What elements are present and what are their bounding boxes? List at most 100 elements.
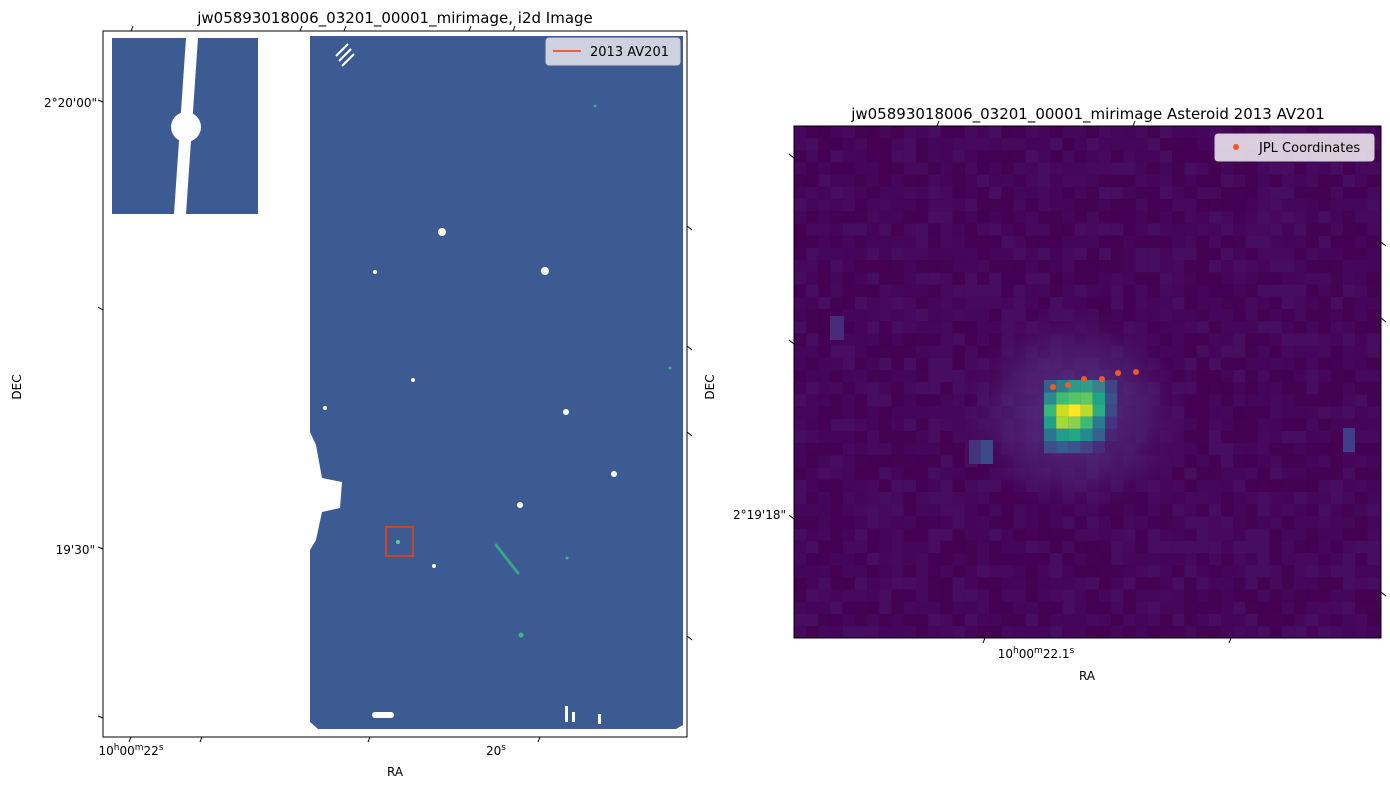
heatmap-pixel (842, 223, 855, 236)
heatmap-pixel (1135, 223, 1148, 236)
heatmap-pixel (1221, 418, 1234, 431)
heatmap-pixel (1123, 260, 1136, 273)
heatmap-pixel (830, 248, 843, 261)
heatmap-pixel (830, 565, 843, 578)
heatmap-pixel (1282, 382, 1295, 395)
heatmap-pixel (1282, 601, 1295, 614)
heatmap-pixel (1306, 565, 1319, 578)
heatmap-pixel (806, 309, 819, 322)
heatmap-pixel (806, 516, 819, 529)
heatmap-pixel (1306, 614, 1319, 627)
heatmap-pixel (977, 272, 990, 285)
heatmap-pixel (818, 614, 831, 627)
heatmap-pixel (1062, 528, 1075, 541)
heatmap-pixel (1306, 553, 1319, 566)
heatmap-pixel (1330, 211, 1343, 224)
heatmap-pixel (818, 260, 831, 273)
heatmap-pixel (1013, 577, 1026, 590)
heatmap-pixel (1367, 614, 1380, 627)
heatmap-pixel (1294, 431, 1307, 444)
heatmap-pixel (1135, 589, 1148, 602)
heatmap-pixel (1038, 565, 1051, 578)
heatmap-pixel (1111, 589, 1124, 602)
heatmap-pixel (1282, 577, 1295, 590)
heatmap-pixel (891, 504, 904, 517)
heatmap-pixel (940, 309, 953, 322)
heatmap-pixel (1367, 345, 1380, 358)
heatmap-pixel (1269, 199, 1282, 212)
heatmap-pixel (1099, 162, 1112, 175)
heatmap-pixel (1001, 540, 1014, 553)
heatmap-pixel (842, 577, 855, 590)
heatmap-pixel (1269, 455, 1282, 468)
heatmap-pixel (1208, 382, 1221, 395)
heatmap-pixel (794, 272, 807, 285)
heatmap-pixel (794, 321, 807, 334)
heatmap-pixel (855, 235, 868, 248)
heatmap-pixel (977, 162, 990, 175)
heatmap-pixel (1306, 199, 1319, 212)
heatmap-pixel (940, 589, 953, 602)
heatmap-pixel (928, 406, 941, 419)
heatmap-pixel (928, 382, 941, 395)
heatmap-pixel (1355, 406, 1368, 419)
heatmap-pixel (842, 138, 855, 151)
heatmap-pixel (977, 126, 990, 139)
heatmap-pixel (842, 126, 855, 139)
heatmap-pixel (1013, 187, 1026, 200)
heatmap-pixel (891, 626, 904, 638)
right-y-tick-label: 2°19'18" (733, 508, 786, 522)
heatmap-pixel (1013, 516, 1026, 529)
jpl-point (1065, 382, 1071, 388)
heatmap-pixel (989, 540, 1002, 553)
heatmap-pixel (794, 126, 807, 139)
heatmap-pixel (794, 345, 807, 358)
heatmap-pixel (1013, 626, 1026, 638)
masked-pixel (438, 228, 446, 236)
heatmap-pixel (842, 406, 855, 419)
heatmap-pixel (1257, 382, 1270, 395)
heatmap-pixel (1184, 333, 1197, 346)
heatmap-pixel (830, 187, 843, 200)
heatmap-pixel (855, 260, 868, 273)
heatmap-pixel (928, 309, 941, 322)
heatmap-pixel (1343, 260, 1356, 273)
heatmap-pixel (952, 565, 965, 578)
heatmap-pixel (891, 455, 904, 468)
heatmap-pixel (1330, 370, 1343, 383)
heatmap-pixel (952, 589, 965, 602)
heatmap-pixel (1282, 357, 1295, 370)
heatmap-pixel (1330, 272, 1343, 285)
heatmap-pixel (1306, 162, 1319, 175)
heatmap-pixel (940, 455, 953, 468)
heatmap-pixel (928, 357, 941, 370)
heatmap-pixel (1221, 577, 1234, 590)
heatmap-pixel (1123, 235, 1136, 248)
heatmap-pixel (855, 504, 868, 517)
heatmap-pixel (818, 284, 831, 297)
heatmap-pixel (1294, 553, 1307, 566)
heatmap-pixel (1160, 321, 1173, 334)
heatmap-pixel (989, 504, 1002, 517)
heatmap-pixel (1355, 174, 1368, 187)
heatmap-pixel (1367, 235, 1380, 248)
heatmap-pixel (977, 577, 990, 590)
heatmap-pixel (867, 516, 880, 529)
heatmap-pixel (842, 211, 855, 224)
heatmap-pixel (794, 504, 807, 517)
heatmap-pixel (1208, 504, 1221, 517)
heatmap-pixel (1172, 601, 1185, 614)
heatmap-pixel (903, 309, 916, 322)
source (565, 556, 569, 560)
heatmap-pixel (1050, 589, 1063, 602)
heatmap-pixel (1135, 174, 1148, 187)
heatmap-pixel (806, 540, 819, 553)
heatmap-pixel (1160, 187, 1173, 200)
heatmap-pixel (1355, 211, 1368, 224)
heatmap-pixel (1062, 150, 1075, 163)
heatmap-pixel (1111, 126, 1124, 139)
heatmap-pixel (903, 528, 916, 541)
heatmap-pixel (1306, 309, 1319, 322)
heatmap-pixel (1318, 248, 1331, 261)
heatmap-pixel (1025, 601, 1038, 614)
